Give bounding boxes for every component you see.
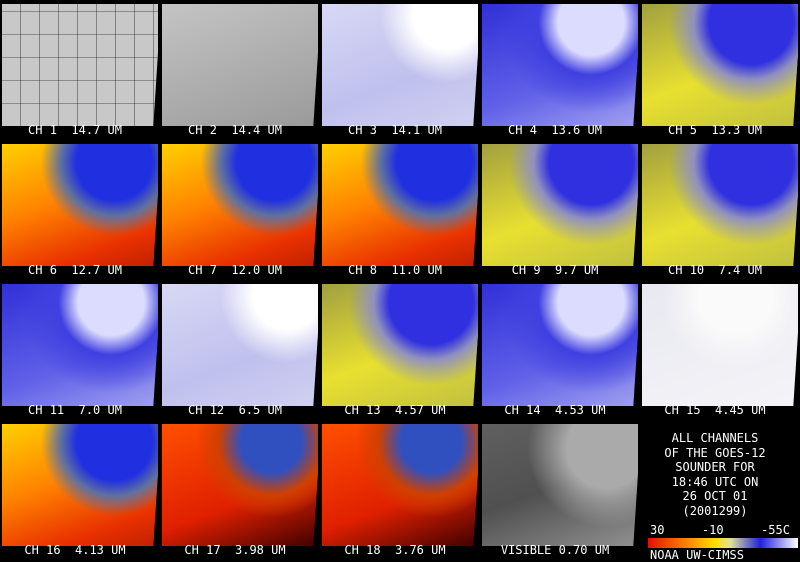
satellite-image — [322, 144, 478, 266]
color-bar — [648, 538, 798, 548]
satellite-image — [2, 284, 158, 406]
panel-label: CH 1 14.7 UM — [28, 123, 122, 137]
panel: CH 14 4.53 UM — [480, 280, 640, 420]
panel-label: CH 10 7.4 UM — [668, 263, 762, 277]
satellite-image — [162, 284, 318, 406]
panel-label: CH 6 12.7 UM — [28, 263, 122, 277]
panel: CH 18 3.76 UM — [320, 420, 480, 560]
satellite-image — [162, 4, 318, 126]
satellite-image — [642, 4, 798, 126]
panel: VISIBLE 0.70 UM — [480, 420, 640, 560]
panel: CH 1 14.7 UM — [0, 0, 160, 140]
panel-label: CH 3 14.1 UM — [348, 123, 442, 137]
panel: CH 10 7.4 UM — [640, 140, 800, 280]
satellite-image — [642, 144, 798, 266]
scale-label: 30 — [650, 523, 665, 537]
satellite-image — [2, 144, 158, 266]
panel-label: CH 15 4.45 UM — [664, 403, 766, 417]
panel: CH 12 6.5 UM — [160, 280, 320, 420]
panel: CH 17 3.98 UM — [160, 420, 320, 560]
panel-label: CH 14 4.53 UM — [504, 403, 606, 417]
satellite-image — [482, 284, 638, 406]
panel: CH 16 4.13 UM — [0, 420, 160, 560]
info-line: 18:46 UTC ON — [671, 474, 759, 489]
panel-label: CH 9 9.7 UM — [511, 263, 599, 277]
info-line: 26 OCT 01 — [682, 489, 748, 503]
scale-label: -10 — [701, 523, 724, 537]
panel-label: CH 18 3.76 UM — [344, 543, 446, 557]
info-panel: ALL CHANNELS OF THE GOES-12 SOUNDER FOR 18:… — [640, 420, 800, 562]
panel: CH 15 4.45 UM — [640, 280, 800, 420]
scale-labels: 30 -10 -55C — [650, 523, 790, 537]
panel-label: VISIBLE 0.70 UM — [500, 543, 610, 557]
satellite-image — [482, 144, 638, 266]
panel-label: CH 5 13.3 UM — [668, 123, 762, 137]
info-line: SOUNDER FOR — [675, 460, 755, 474]
panel-label: CH 11 7.0 UM — [28, 403, 122, 417]
info-line: (2001299) — [682, 503, 748, 518]
satellite-image — [162, 424, 318, 546]
satellite-image — [482, 424, 638, 546]
panel: CH 5 13.3 UM — [640, 0, 800, 140]
satellite-image — [322, 4, 478, 126]
panel-label: CH 13 4.57 UM — [344, 403, 446, 417]
panel: CH 11 7.0 UM — [0, 280, 160, 420]
satellite-image — [322, 424, 478, 546]
satellite-image — [482, 4, 638, 126]
panel: CH 4 13.6 UM — [480, 0, 640, 140]
satellite-image — [162, 144, 318, 266]
panel-label: CH 4 13.6 UM — [508, 123, 602, 137]
info-line: OF THE GOES-12 — [664, 445, 766, 460]
panel: CH 13 4.57 UM — [320, 280, 480, 420]
panel-label: CH 17 3.98 UM — [184, 543, 286, 557]
panel: CH 9 9.7 UM — [480, 140, 640, 280]
panel-label: CH 7 12.0 UM — [188, 263, 282, 277]
panel-label: CH 12 6.5 UM — [188, 403, 282, 417]
satellite-image — [2, 424, 158, 546]
satellite-image — [2, 4, 158, 126]
panel: CH 3 14.1 UM — [320, 0, 480, 140]
panel: CH 2 14.4 UM — [160, 0, 320, 140]
panel-label: CH 2 14.4 UM — [188, 123, 282, 137]
satellite-image — [642, 284, 798, 406]
credit: NOAA UW-CIMSS — [650, 548, 744, 562]
panel: CH 8 11.0 UM — [320, 140, 480, 280]
panel-label: CH 16 4.13 UM — [24, 543, 126, 557]
scale-label: -55C — [761, 523, 790, 537]
satellite-image — [322, 284, 478, 406]
info-line: ALL CHANNELS — [671, 431, 759, 445]
panel-label: CH 8 11.0 UM — [348, 263, 442, 277]
panel: CH 7 12.0 UM — [160, 140, 320, 280]
panel: CH 6 12.7 UM — [0, 140, 160, 280]
info-text: ALL CHANNELS OF THE GOES-12 SOUNDER FOR 18:… — [640, 431, 790, 518]
